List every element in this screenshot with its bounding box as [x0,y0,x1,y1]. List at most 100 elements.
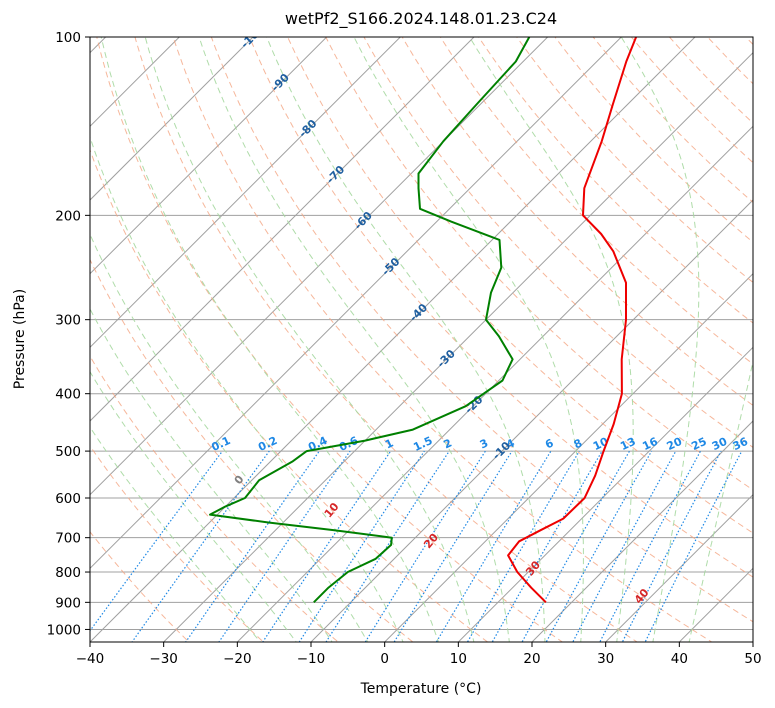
isotherm-line [90,37,475,422]
isotherm-line [236,125,753,642]
isotherm-line [90,37,696,642]
isotherm-line [604,493,753,642]
dry-adiabat-line [172,37,713,642]
dry-adiabat-line [90,148,489,642]
mixing-ratio-line [521,450,631,642]
dry-adiabat-line [592,37,753,203]
dewpoint-profile [209,37,531,604]
dry-adiabat-line [439,37,753,365]
isotherm-line [90,37,623,570]
y-tick-label: 800 [55,565,81,581]
isotherm-line [162,51,753,642]
dry-adiabat-line [401,37,753,406]
mixing-ratio-label: 36 [731,435,751,453]
mixing-ratio-label: 6 [543,436,556,451]
dry-adiabat-line [745,37,753,46]
mixing-ratio-line [621,450,722,642]
dry-adiabat-line [134,37,638,642]
mixing-ratio-line [262,450,392,642]
mixing-ratio-line [545,450,653,642]
moist-adiabat-line [90,370,297,642]
moist-adiabat-line [266,37,546,642]
moist-adiabat-line [198,37,510,642]
mixing-ratio-line [466,450,580,642]
mixing-ratio-label: 2 [442,436,454,451]
moist-adiabat-line [90,308,333,642]
x-tick-label: 20 [523,651,540,667]
dry-adiabat-line [90,355,339,642]
x-tick-label: −10 [297,651,326,667]
plot-frame [89,36,754,643]
isotherm-line [531,420,753,642]
isotherm-line [90,37,549,496]
isotherm-line [457,346,753,642]
dry-adiabat-line [477,37,753,324]
x-tick-label: 50 [744,651,761,667]
isotherm-line [310,199,753,642]
mixing-ratio-line [364,450,486,642]
isotherm-line [678,567,753,642]
y-tick-label: 200 [55,208,81,224]
moist-adiabat-line [353,37,584,642]
dry-adiabat-line [248,37,753,578]
axes: −40 −30 −20 −10 0 10 20 30 40 50 100 200 300 400 500 60… [47,30,762,667]
dry-adiabat-line [630,37,753,164]
x-tick-label: 30 [597,651,614,667]
dry-adiabat-line [287,37,753,534]
mixing-ratio-label: 20 [665,435,685,453]
moist-adiabat-line [100,37,440,642]
dry-adiabat-line [554,37,753,243]
isotherm-line [383,272,753,642]
y-tick-label: 900 [55,595,81,611]
temperature-profile [507,37,638,604]
chart-title: wetPf2_S166.2024.148.01.23.C24 [285,9,557,29]
mixing-ratio-line [491,450,603,642]
mixing-ratio-line [218,450,351,642]
isotherm-line [90,37,254,201]
dry-adiabat-line [90,445,265,642]
moist-adiabat-line [90,135,404,642]
dry-adiabat-line [363,37,753,448]
y-tick-label: 1000 [47,622,81,638]
moist-adiabat-line [469,37,634,642]
moist-adiabat-line [90,232,369,642]
dry-adiabat-line [90,530,190,642]
mixing-ratio-line [393,450,513,642]
dry-adiabat-line [325,37,753,491]
dry-adiabat-line [90,258,414,642]
mixing-ratio-label: 13 [618,435,637,453]
mixing-ratio-line [644,450,743,642]
isotherm-line [90,37,328,275]
moist-adiabat-line [620,37,700,642]
y-tick-label: 700 [55,531,81,547]
mixing-ratio-label: 16 [640,435,660,453]
mixing-ratio-label: 3 [478,436,490,451]
dry-adiabat-line [706,37,753,85]
isotherm-line [752,641,753,642]
x-tick-label: 0 [380,651,389,667]
dry-adiabat-label: 30 [523,558,543,578]
dry-adiabat-line [771,24,775,654]
dry-adiabat-label: 20 [421,531,441,551]
x-tick-label: −40 [76,651,105,667]
mixing-ratio-label: 30 [710,435,730,453]
y-tick-label: 300 [55,313,81,329]
y-tick-label: 400 [55,387,81,403]
x-tick-label: −30 [149,651,178,667]
x-tick-label: 40 [671,651,688,667]
x-tick-label: 10 [450,651,467,667]
y-tick-label: 600 [55,491,81,507]
isotherm-line [90,37,181,128]
dry-adiabat-line [668,37,753,124]
mixing-ratio-line [185,450,320,642]
mixing-ratio-line [298,450,425,642]
y-tick-label: 500 [55,444,81,460]
plot-area: 0.1 0.2 0.4 0.6 1 1.5 2 3 4 6 8 10 13 16 20 25 30 36-100-… [90,24,775,654]
y-axis-label: Pressure (hPa) [12,289,28,389]
isotherm-line [90,37,402,349]
moist-adiabat-line [90,426,261,642]
dry-adiabat-line [210,37,753,623]
dry-adiabat-line [516,37,753,284]
mixing-ratio-label: 25 [689,435,708,453]
